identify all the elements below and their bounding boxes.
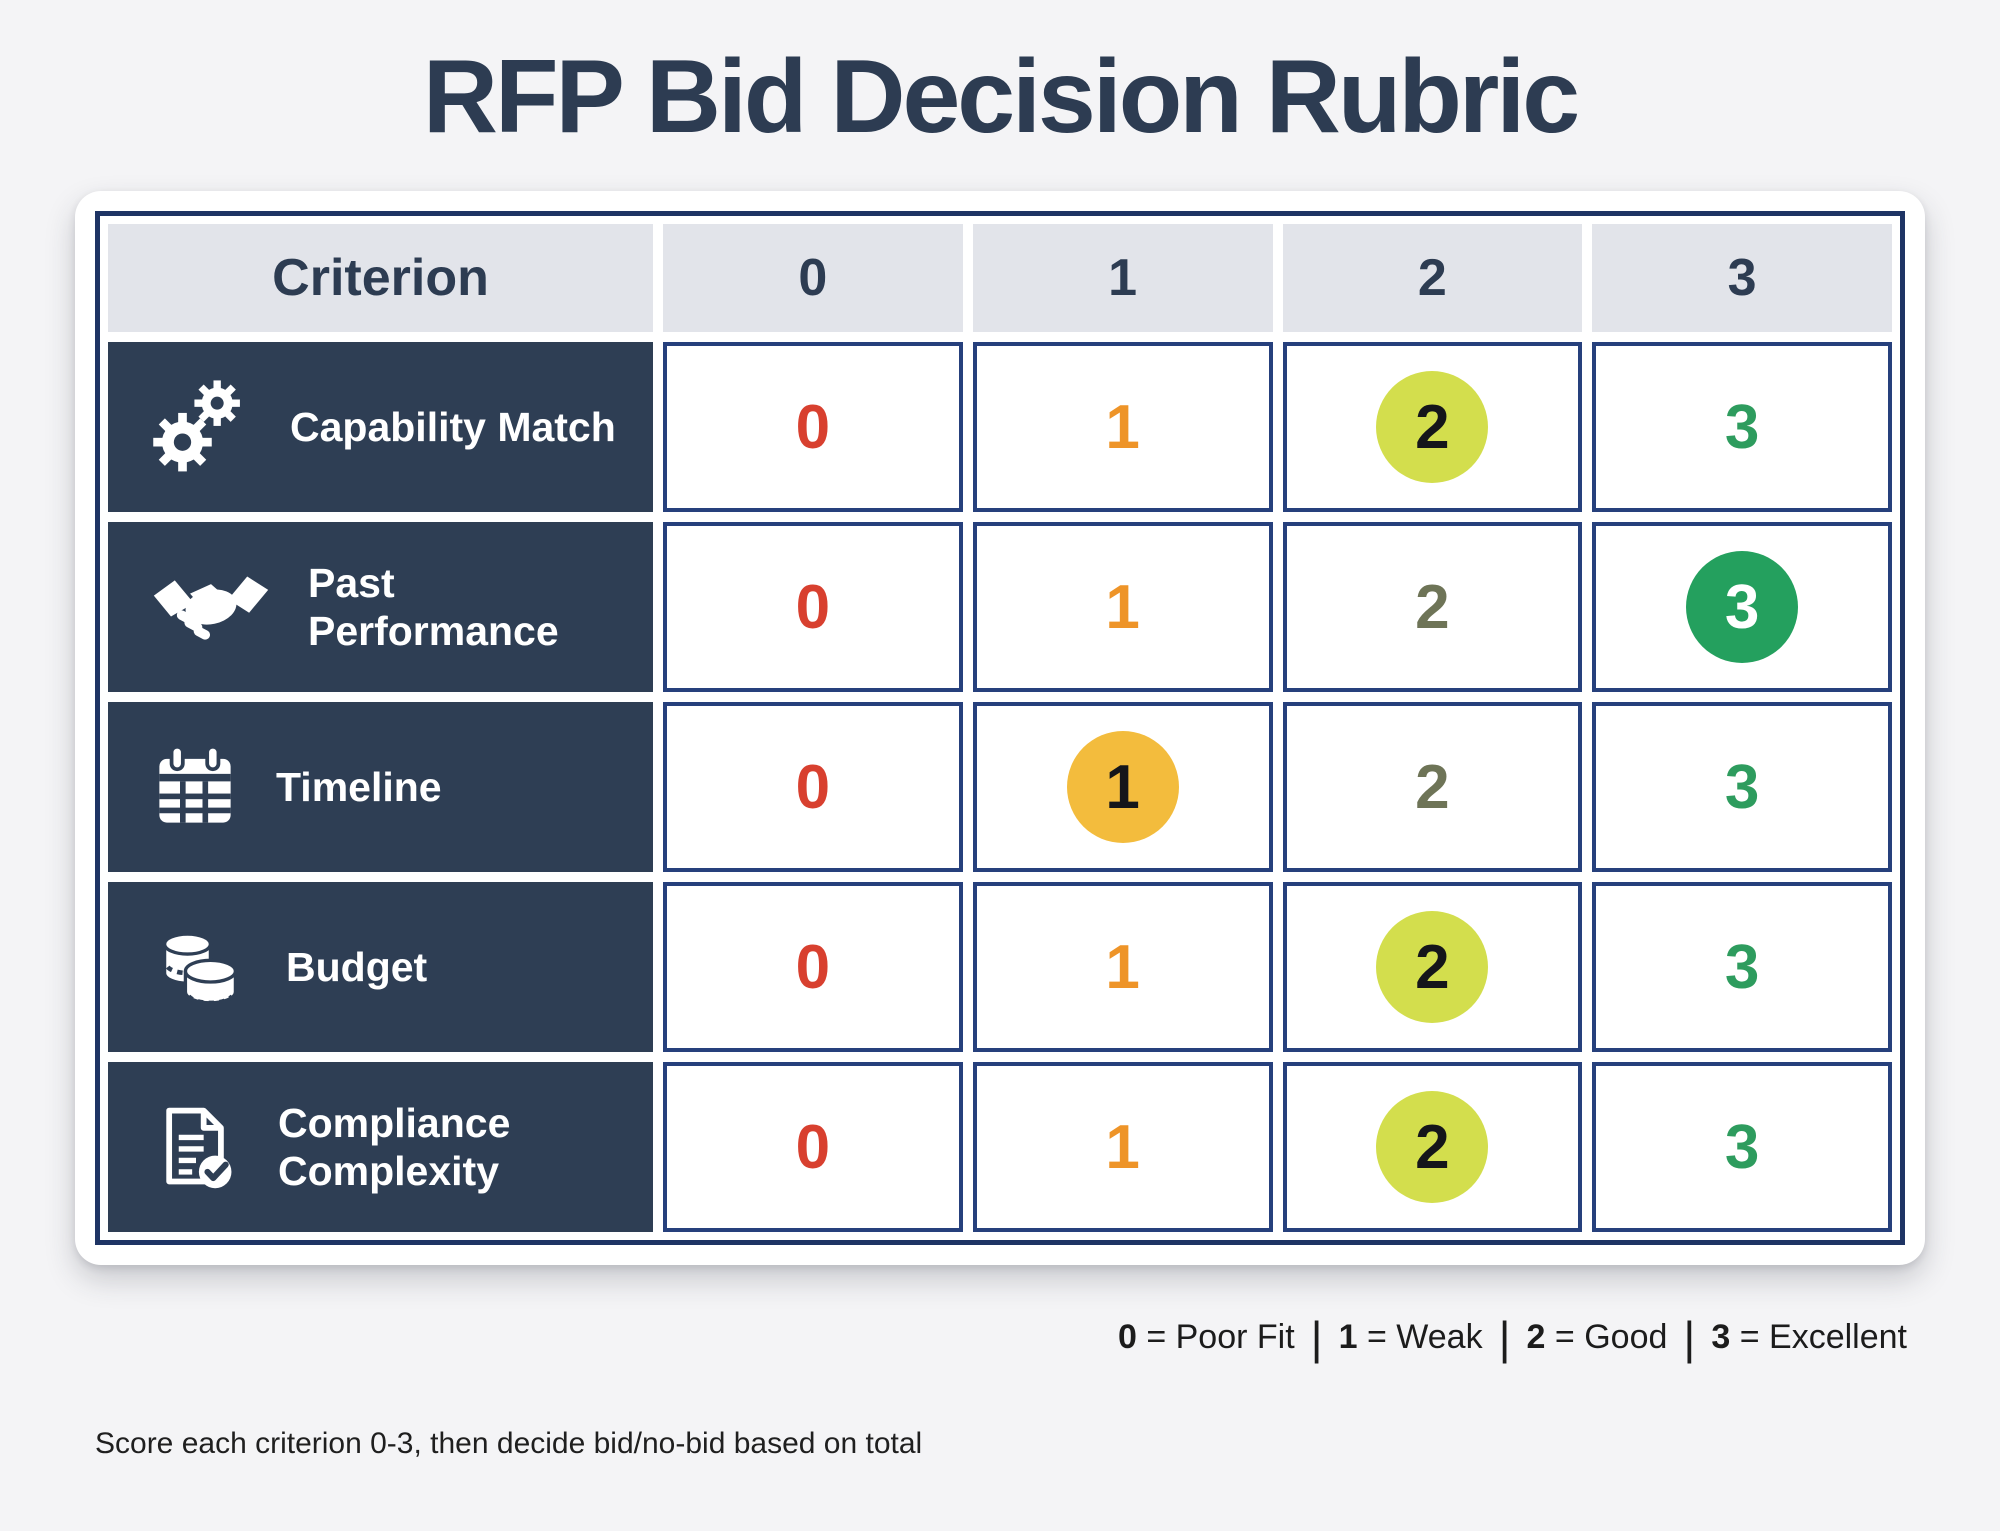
score-value: 0	[795, 932, 831, 1002]
score-value: 0	[795, 392, 831, 462]
score-cell: 3	[1592, 1062, 1892, 1232]
criterion-cell-timeline: Timeline	[108, 702, 653, 872]
score-value: 3	[1724, 752, 1760, 822]
criterion-cell-capability-match: Capability Match	[108, 342, 653, 512]
score-cell: 0	[663, 342, 963, 512]
score-cell: 1	[972, 522, 1273, 692]
coins-icon	[150, 917, 250, 1017]
legend-score: 3	[1711, 1318, 1731, 1356]
score-value: 2	[1415, 752, 1450, 822]
score-cell: 1	[972, 882, 1273, 1052]
handshake-icon	[150, 564, 272, 650]
legend-item: 3 = Excellent	[1711, 1318, 1907, 1356]
score-cell: 2	[1282, 1062, 1583, 1232]
score-cell: 3	[1592, 522, 1892, 692]
score-cell: 0	[663, 702, 963, 872]
selected-score-bubble: 1	[1066, 731, 1179, 843]
criterion-label: Capability Match	[290, 403, 616, 450]
score-cell: 2	[1282, 702, 1583, 872]
legend-separator: |	[1683, 1312, 1696, 1364]
score-cell: 2	[1282, 882, 1583, 1052]
score-cell: 3	[1592, 702, 1892, 872]
score-cell: 2	[1282, 342, 1583, 512]
score-cell: 1	[972, 342, 1273, 512]
calendar-icon	[150, 742, 240, 832]
score-cell: 3	[1592, 342, 1892, 512]
selected-score-bubble: 3	[1686, 551, 1799, 663]
legend-separator: |	[1310, 1312, 1323, 1364]
score-cell: 2	[1282, 522, 1583, 692]
legend-separator: |	[1498, 1312, 1511, 1364]
criterion-label: Compliance Complexity	[278, 1099, 511, 1194]
document-check-icon	[150, 1099, 242, 1195]
legend-item: 1 = Weak	[1339, 1318, 1483, 1356]
score-value: 1	[1105, 392, 1140, 462]
legend-score: 1	[1338, 1318, 1358, 1356]
legend-equals: =	[1357, 1318, 1397, 1356]
score-cell: 1	[972, 1062, 1273, 1232]
selected-score-bubble: 2	[1376, 1091, 1489, 1203]
header-cell-score-0: 0	[663, 224, 963, 332]
header-cell-criterion: Criterion	[108, 224, 653, 332]
page-title: RFP Bid Decision Rubric	[422, 39, 1580, 155]
score-value: 0	[795, 572, 831, 642]
header-cell-score-2: 2	[1282, 224, 1583, 332]
score-value: 1	[1105, 932, 1140, 1002]
selected-score-bubble: 2	[1376, 911, 1489, 1023]
score-value: 0	[795, 752, 831, 822]
legend-label: Good	[1584, 1318, 1668, 1356]
score-value: 3	[1724, 932, 1760, 1002]
legend: 0 = Poor Fit | 1 = Weak | 2 = Good | 3 = Excel…	[75, 1311, 1925, 1365]
criterion-label: Timeline	[276, 763, 442, 810]
legend-label: Poor Fit	[1175, 1318, 1295, 1356]
score-cell: 0	[663, 1062, 963, 1232]
gears-icon	[150, 375, 254, 479]
criterion-cell-past-performance: Past Performance	[108, 522, 653, 692]
criterion-cell-budget: Budget	[108, 882, 653, 1052]
score-value: 0	[795, 1112, 831, 1182]
header-cell-score-3: 3	[1592, 224, 1892, 332]
legend-score: 2	[1526, 1318, 1546, 1356]
legend-item: 0 = Poor Fit	[1118, 1318, 1295, 1356]
criterion-label: Past Performance	[308, 559, 559, 654]
score-value: 3	[1724, 1112, 1760, 1182]
legend-label: Excellent	[1769, 1318, 1907, 1356]
legend-equals: =	[1730, 1318, 1770, 1356]
legend-score: 0	[1117, 1318, 1137, 1356]
rubric-card: Criterion 0 1 2 3 Capability Match 0 1 2 3 Past Pe…	[75, 191, 1925, 1265]
score-value: 1	[1105, 1112, 1140, 1182]
score-cell: 0	[663, 882, 963, 1052]
selected-score-bubble: 2	[1376, 371, 1489, 483]
score-cell: 0	[663, 522, 963, 692]
criterion-label: Budget	[286, 943, 428, 990]
criterion-cell-compliance-complexity: Compliance Complexity	[108, 1062, 653, 1232]
legend-label: Weak	[1396, 1318, 1483, 1356]
score-value: 2	[1415, 572, 1450, 642]
header-cell-score-1: 1	[972, 224, 1273, 332]
score-value: 1	[1105, 572, 1140, 642]
legend-equals: =	[1136, 1318, 1176, 1356]
legend-equals: =	[1545, 1318, 1585, 1356]
legend-item: 2 = Good	[1527, 1318, 1668, 1356]
footnote: Score each criterion 0-3, then decide bi…	[95, 1427, 923, 1460]
score-value: 3	[1724, 392, 1760, 462]
rubric-table: Criterion 0 1 2 3 Capability Match 0 1 2 3 Past Pe…	[95, 211, 1905, 1245]
score-cell: 3	[1592, 882, 1892, 1052]
score-cell: 1	[972, 702, 1273, 872]
